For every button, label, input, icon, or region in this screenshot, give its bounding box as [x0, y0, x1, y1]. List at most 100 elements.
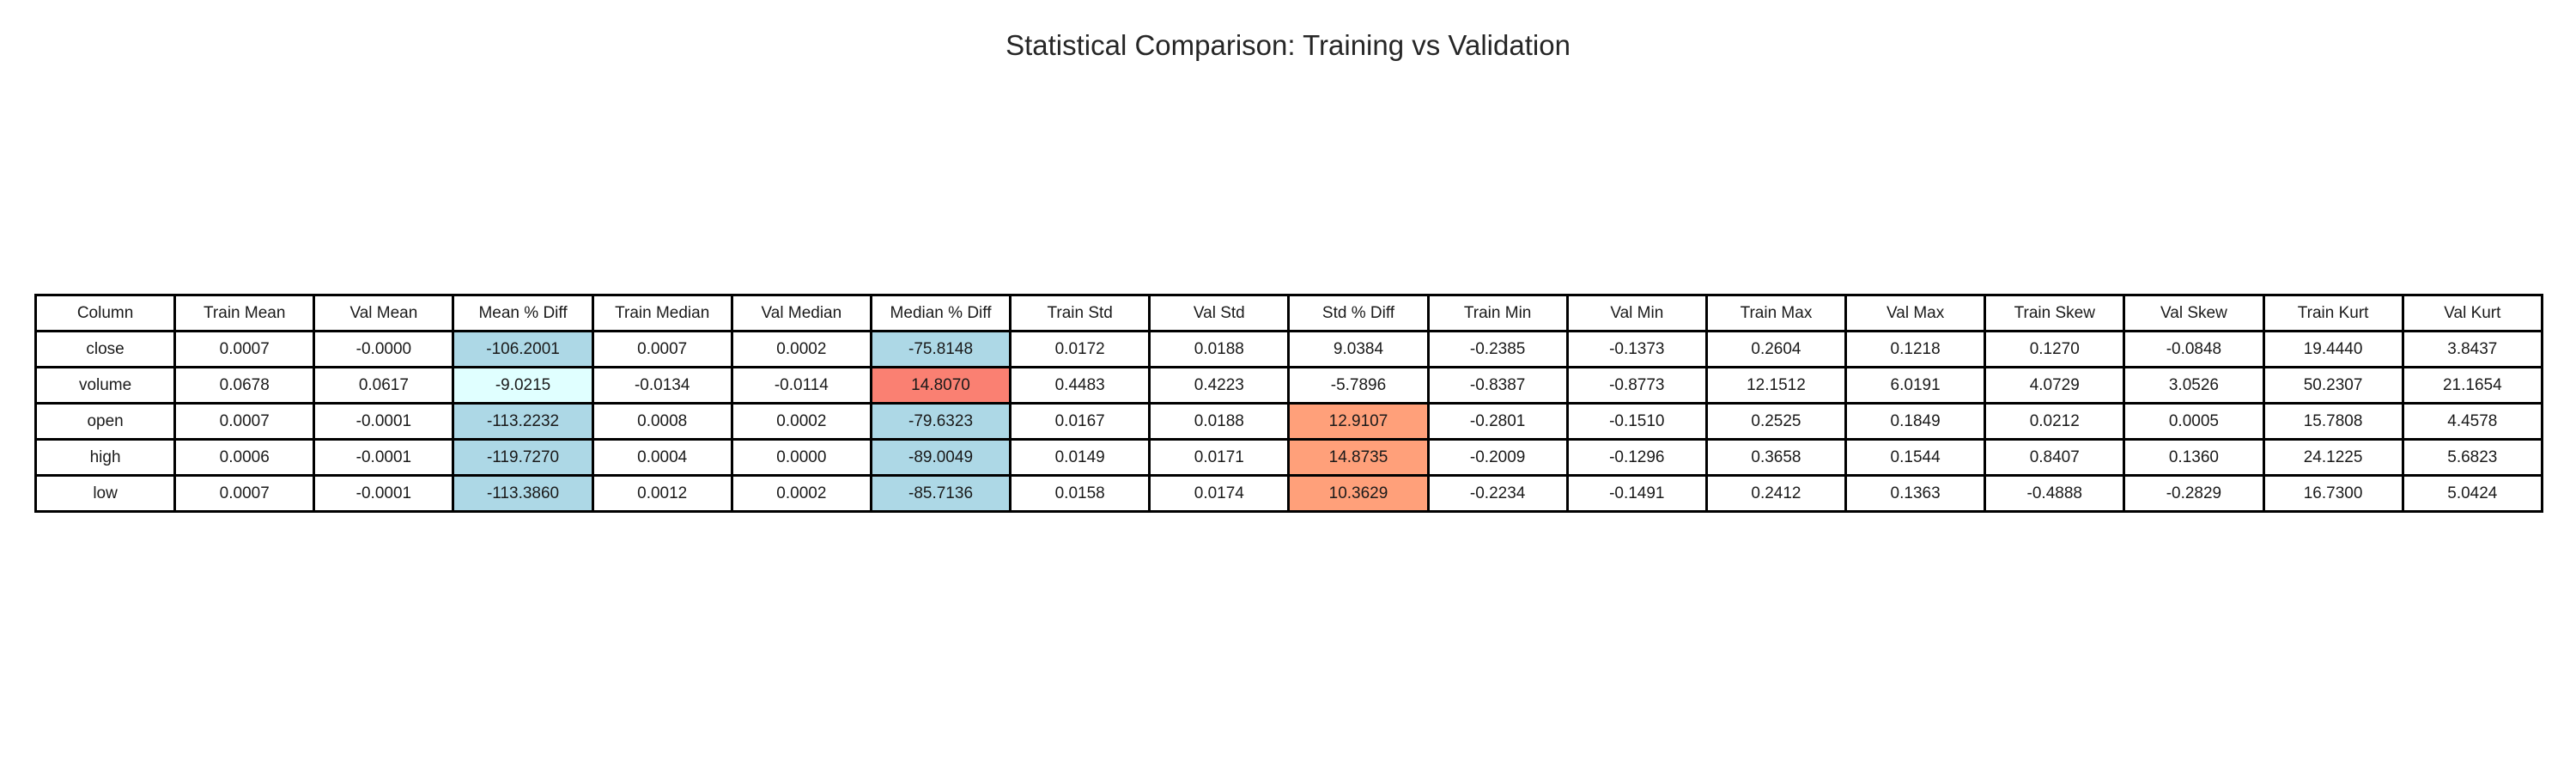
table-cell: -0.4888	[1984, 474, 2126, 513]
table-row: close 0.0007 -0.0000 -106.2001 0.0007 0.0002-…	[33, 330, 2544, 368]
row-label-cell: volume	[33, 366, 177, 405]
column-header: Median % Diff	[869, 294, 1012, 332]
table-row: open 0.0007 -0.0001 -113.2232 0.0008 0.0002 -7…	[33, 402, 2544, 441]
table-cell: 12.1512	[1704, 366, 1848, 405]
table-cell: 0.0188	[1148, 402, 1291, 441]
table-cell: 0.0171	[1148, 438, 1291, 477]
column-header: Val Median	[730, 294, 872, 332]
table-cell: 14.8070	[869, 366, 1012, 405]
table-cell: -119.7270	[452, 438, 594, 477]
statistics-table: Column Train Mean Val Mean Mean % Diff Train…	[33, 294, 2544, 513]
table-cell: 9.0384	[1287, 330, 1430, 368]
column-header: Val Kurt	[2401, 294, 2544, 332]
table-cell: 12.9107	[1287, 402, 1430, 441]
table-cell: 0.0617	[313, 366, 455, 405]
table-cell: 4.0729	[1984, 366, 2126, 405]
table-cell: 24.1225	[2262, 438, 2404, 477]
table-cell: 0.1849	[1844, 402, 1987, 441]
table-cell: 0.0167	[1009, 402, 1151, 441]
table-cell: 0.1363	[1844, 474, 1987, 513]
table-cell: 0.0008	[591, 402, 733, 441]
table-cell: 3.0526	[2123, 366, 2265, 405]
table-cell: -9.0215	[452, 366, 594, 405]
table-cell: 0.0000	[730, 438, 872, 477]
table-cell: 50.2307	[2262, 366, 2404, 405]
table-cell: 21.1654	[2401, 366, 2544, 405]
header-row: Column Train Mean Val Mean Mean % Diff Train…	[33, 294, 2544, 332]
table-cell: -0.2829	[2123, 474, 2265, 513]
table-cell: 0.0678	[173, 366, 316, 405]
column-header: Val Mean	[313, 294, 455, 332]
table-cell: 0.1218	[1844, 330, 1987, 368]
row-label-cell: low	[33, 474, 177, 513]
table-cell: 0.4223	[1148, 366, 1291, 405]
table-cell: 0.0188	[1148, 330, 1291, 368]
table-cell: 0.8407	[1984, 438, 2126, 477]
table-row: volume 0.0678 0.0617 -9.0215 -0.0134 -0.0114 1…	[33, 366, 2544, 405]
table-cell: 0.1544	[1844, 438, 1987, 477]
table-cell: -0.0848	[2123, 330, 2265, 368]
table-cell: -0.8773	[1565, 366, 1708, 405]
column-header: Train Mean	[173, 294, 316, 332]
table-cell: 0.0174	[1148, 474, 1291, 513]
table-cell: -0.0114	[730, 366, 872, 405]
table-cell: -0.2009	[1426, 438, 1569, 477]
table-cell: 16.7300	[2262, 474, 2404, 513]
column-header: Train Std	[1009, 294, 1151, 332]
table-cell: -0.0001	[313, 402, 455, 441]
column-header: Val Max	[1844, 294, 1987, 332]
column-header: Train Skew	[1984, 294, 2126, 332]
table-cell: 0.0212	[1984, 402, 2126, 441]
table-cell: 0.1360	[2123, 438, 2265, 477]
table-cell: -106.2001	[452, 330, 594, 368]
table-cell: 14.8735	[1287, 438, 1430, 477]
table-cell: -0.1491	[1565, 474, 1708, 513]
column-header: Train Kurt	[2262, 294, 2404, 332]
table-cell: 0.0002	[730, 330, 872, 368]
table-cell: 6.0191	[1844, 366, 1987, 405]
table-cell: 0.0002	[730, 474, 872, 513]
table-cell: 0.0006	[173, 438, 316, 477]
table-cell: -0.2385	[1426, 330, 1569, 368]
table-cell: 5.0424	[2401, 474, 2544, 513]
table-header: Column Train Mean Val Mean Mean % Diff Train…	[33, 294, 2544, 332]
table-cell: 0.0007	[173, 474, 316, 513]
table-cell: 0.0149	[1009, 438, 1151, 477]
table-cell: -0.1296	[1565, 438, 1708, 477]
table-cell: 0.2525	[1704, 402, 1848, 441]
table-cell: -0.0001	[313, 474, 455, 513]
column-header: Val Skew	[2123, 294, 2265, 332]
table-cell: 0.2412	[1704, 474, 1848, 513]
table-cell: 0.0004	[591, 438, 733, 477]
table-cell: -113.2232	[452, 402, 594, 441]
column-header: Std % Diff	[1287, 294, 1430, 332]
table-cell: 0.0172	[1009, 330, 1151, 368]
table-cell: 0.0007	[173, 402, 316, 441]
table-cell: -113.3860	[452, 474, 594, 513]
column-header: Train Max	[1704, 294, 1848, 332]
table-cell: -0.1373	[1565, 330, 1708, 368]
table-cell: -5.7896	[1287, 366, 1430, 405]
table-cell: -0.0000	[313, 330, 455, 368]
column-header: Val Std	[1148, 294, 1291, 332]
table-cell: 0.2604	[1704, 330, 1848, 368]
table-cell: 15.7808	[2262, 402, 2404, 441]
table-cell: 0.3658	[1704, 438, 1848, 477]
table-cell: 0.0012	[591, 474, 733, 513]
table-cell: -0.8387	[1426, 366, 1569, 405]
table-cell: 5.6823	[2401, 438, 2544, 477]
table-cell: 0.0005	[2123, 402, 2265, 441]
table-cell: 0.0002	[730, 402, 872, 441]
table-cell: 19.4440	[2262, 330, 2404, 368]
column-header: Val Min	[1565, 294, 1708, 332]
table-cell: -75.8148	[869, 330, 1012, 368]
row-label-cell: open	[33, 402, 177, 441]
table-row: low 0.0007 -0.0001 -113.3860 0.0012 0.0002 -85…	[33, 474, 2544, 513]
table-cell: -0.2234	[1426, 474, 1569, 513]
column-header: Train Min	[1426, 294, 1569, 332]
row-label-cell: high	[33, 438, 177, 477]
table-cell: 4.4578	[2401, 402, 2544, 441]
table-cell: -0.1510	[1565, 402, 1708, 441]
table-cell: 3.8437	[2401, 330, 2544, 368]
table-cell: 0.1270	[1984, 330, 2126, 368]
